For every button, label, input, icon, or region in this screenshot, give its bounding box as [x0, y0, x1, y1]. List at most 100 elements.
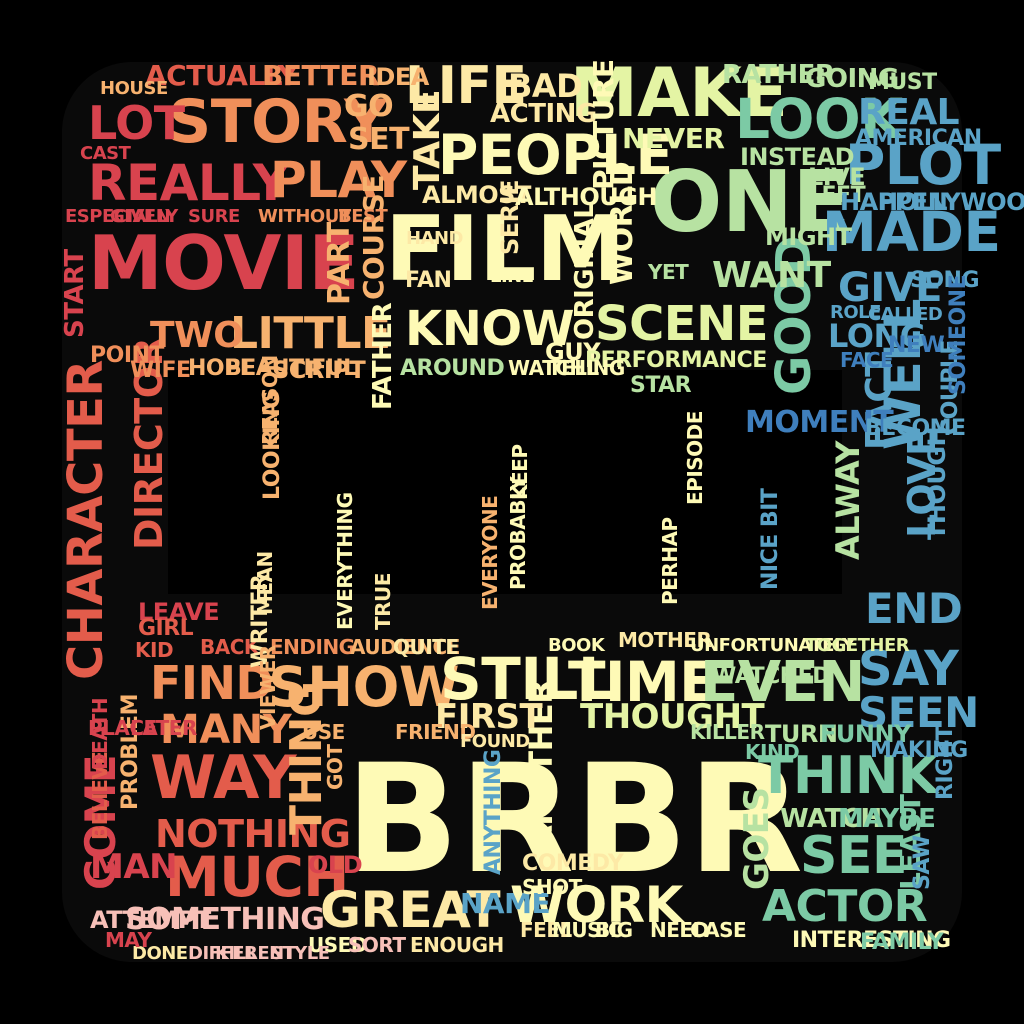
word-kill: KILL: [215, 943, 257, 964]
word-girl: GIRL: [138, 616, 194, 641]
word-show: SHOW: [268, 655, 460, 719]
word-found: FOUND: [460, 731, 530, 752]
word-take: TAKE: [407, 89, 448, 190]
word-problem: PROBLEM: [118, 694, 143, 810]
word-audience: AUDIENCE: [350, 635, 460, 659]
word-quite: QUITE: [393, 635, 459, 659]
word-set: SET: [348, 122, 410, 157]
word-funny: FUNNY: [820, 720, 911, 748]
word-moment: MOMENT: [745, 405, 894, 440]
word-reason: REASON: [258, 355, 282, 445]
word-role: ROLE: [830, 302, 881, 323]
word-father: FATHER: [368, 302, 398, 410]
word-left: LEFT: [808, 183, 866, 208]
word-real: REAL: [858, 92, 960, 133]
word-better: BETTER: [262, 59, 380, 92]
word-around: AROUND: [400, 356, 505, 381]
word-together: TOGETHER: [805, 635, 910, 656]
word-lot: LOT: [88, 96, 185, 150]
word-alway: ALWAY: [829, 441, 867, 560]
word-hand: HAND: [406, 228, 464, 249]
word-interesting: INTERESTING: [792, 928, 951, 953]
word-unfortunately: UNFORTUNATELY: [690, 635, 855, 656]
word-want: WANT: [712, 255, 831, 296]
word-original: ORIGINAL: [570, 202, 600, 340]
word-although: ALTHOUGH: [515, 183, 658, 211]
word-everyone: EVERYONE: [478, 495, 502, 610]
word-two: TWO: [150, 315, 244, 356]
word-got: GOT: [323, 744, 347, 790]
word-much: MUCH: [165, 845, 349, 909]
word-performance: PERFORMANCE: [585, 348, 767, 373]
word-picture: PICTURE: [587, 59, 620, 190]
word-someone: SOMEONE: [946, 274, 971, 395]
word-enough: ENOUGH: [410, 933, 504, 957]
word-go: GO: [344, 89, 394, 124]
word-bad: BAD: [508, 67, 583, 105]
word-one: ONE: [650, 153, 850, 252]
word-yet: YET: [648, 260, 689, 284]
word-something: SOMETHING: [125, 902, 325, 937]
word-used: USED: [308, 933, 367, 957]
word-viewer: VIEWER: [256, 645, 280, 730]
word-perhap: PERHAP: [658, 517, 682, 605]
word-wife: WIFE: [130, 358, 191, 383]
word-song: SONG: [910, 268, 980, 293]
word-ending: ENDING: [270, 635, 355, 659]
word-idea: IDEA: [367, 63, 429, 91]
logo-letter-cutout: [168, 370, 842, 594]
word-never: NEVER: [622, 122, 725, 155]
word-script: SCRIPT: [272, 356, 366, 384]
word-work: WORK: [510, 876, 683, 934]
word-though: THOUGH: [923, 426, 951, 540]
word-hollywood: HOLLYWOOD: [878, 188, 1024, 216]
word-star: STAR: [630, 373, 692, 398]
word-scene: SCENE: [595, 296, 769, 352]
word-actually: ACTUALLY: [145, 59, 298, 92]
word-house: HOUSE: [100, 78, 168, 99]
word-place: PLACE: [88, 716, 157, 740]
word-hope: HOPE: [188, 356, 255, 381]
word-different: DIFFERENT: [188, 943, 296, 964]
word-even: EVEN: [700, 650, 865, 715]
word-watch: WATCH: [780, 804, 882, 834]
word-course: COURSE: [357, 175, 390, 300]
word-feel: FEEL: [520, 918, 572, 942]
word-story: STORY: [168, 87, 388, 157]
word-saw: SAW: [910, 835, 935, 890]
word-give: GIVE: [838, 265, 943, 311]
word-actor: ACTOR: [762, 881, 928, 932]
word-movie: MOVIE: [88, 219, 360, 307]
word-book: BOOK: [548, 635, 605, 656]
word-thought: THOUGHT: [580, 697, 765, 737]
word-need: NEED: [650, 918, 709, 942]
word-case: CASE: [690, 918, 747, 942]
word-might: MIGHT: [765, 223, 852, 251]
word-called: CALLED: [868, 304, 943, 325]
word-true: TRUE: [371, 573, 395, 630]
word-really: REALLY: [88, 154, 289, 212]
word-face: FACE: [840, 348, 894, 372]
word-beautiful: BEAUTIFUL: [225, 356, 357, 381]
word-use: USE: [302, 720, 345, 744]
word-episode: EPISODE: [683, 411, 707, 505]
word-think: THINK: [758, 746, 938, 806]
word-cast: CAST: [80, 143, 131, 164]
word-going: GOING: [805, 64, 899, 94]
word-music: MUSIC: [552, 918, 623, 942]
word-almost: ALMOST: [422, 181, 531, 209]
word-may: MAY: [105, 928, 152, 952]
word-shot: SHOT: [522, 875, 582, 899]
word-rather: RATHER: [722, 60, 835, 90]
word-new: NEW: [888, 333, 945, 358]
word-turn: TURN: [765, 720, 838, 748]
word-acting: ACTING: [490, 99, 597, 129]
word-american: AMERICAN: [855, 126, 982, 151]
word-old: OLD: [308, 851, 363, 879]
word-say: SAY: [858, 641, 959, 697]
word-attempt: ATTEMPT: [90, 906, 211, 934]
word-kind: KIND: [745, 740, 800, 764]
word-make: MAKE: [570, 54, 788, 133]
word-best: BEST: [338, 206, 388, 227]
word-anything: ANYTHING: [481, 749, 506, 875]
